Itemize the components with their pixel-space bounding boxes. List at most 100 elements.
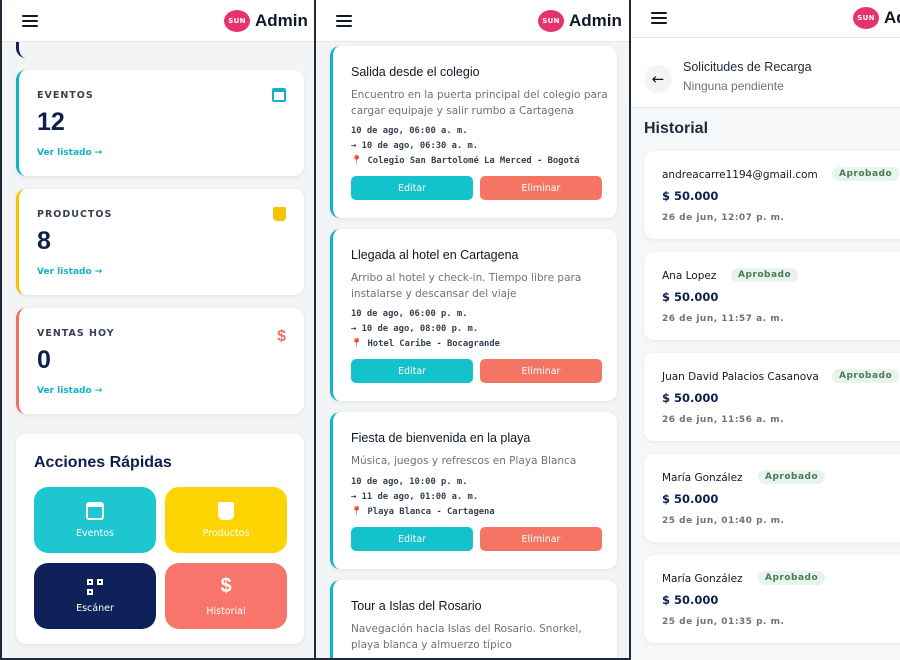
event-end: → 10 de ago, 06:30 a. m. [351,141,479,151]
qr-scanner-icon [87,578,103,595]
history-date: 26 de jun, 12:07 p. m. [662,213,785,223]
history-user: María González [662,573,743,585]
events-panel: SUN Admin Salida desde el colegio Encuen… [316,0,631,660]
view-list-link[interactable]: Ver listado → [37,267,103,277]
quick-button-label: Escáner [76,602,114,614]
quick-actions-title: Acciones Rápidas [34,454,172,471]
brand-logo: SUN [538,10,564,32]
history-user: María González [662,472,743,484]
quick-eventos-button[interactable]: Eventos [34,487,156,553]
event-end: → 10 de ago, 08:00 p. m. [351,324,479,334]
status-badge: Aprobado [758,470,826,484]
stat-label: VENTAS HOY [37,328,115,339]
top-bar: SUN Admin [316,0,629,42]
history-amount: $ 50.000 [662,492,719,506]
stat-value: 8 [37,227,51,255]
location-pin-icon: 📍 [351,339,363,349]
quick-productos-button[interactable]: Productos [165,487,287,553]
history-item: Ana Lopez Aprobado $ 50.000 26 de jun, 1… [644,252,900,340]
event-title: Salida desde el colegio [351,65,480,79]
stat-value: 0 [37,346,51,374]
edit-button[interactable]: Editar [351,359,473,383]
menu-icon[interactable] [336,15,352,27]
event-start: 10 de ago, 06:00 p. m. [351,309,468,319]
event-location: 📍 Hotel Caribe - Bocagrande [351,339,500,349]
event-title: Tour a Islas del Rosario [351,599,482,613]
stat-card-ventas-hoy: VENTAS HOY $ 0 Ver listado → [16,308,304,414]
delete-button[interactable]: Eliminar [480,176,602,200]
stat-card-eventos: EVENTOS 12 Ver listado → [16,70,304,176]
event-card: Tour a Islas del Rosario Navegación haci… [330,580,617,658]
quick-escaner-button[interactable]: Escáner [34,563,156,629]
edit-button[interactable]: Editar [351,176,473,200]
menu-icon[interactable] [651,12,667,24]
recharge-requests-header: ← Solicitudes de Recarga Ninguna pendien… [631,38,900,108]
event-title: Llegada al hotel en Cartagena [351,248,519,262]
calendar-icon [272,88,286,102]
location-pin-icon: 📍 [351,507,363,517]
history-item: andreacarre1194@gmail.com Aprobado $ 50.… [644,151,900,239]
status-badge: Aprobado [731,268,799,282]
brand: SUN Admin [224,10,308,32]
edit-button[interactable]: Editar [351,527,473,551]
event-start: 10 de ago, 10:00 p. m. [351,477,468,487]
event-title: Fiesta de bienvenida en la playa [351,431,531,445]
event-start: 10 de ago, 06:00 a. m. [351,126,468,136]
quick-button-label: Historial [206,606,246,617]
history-amount: $ 50.000 [662,593,719,607]
page-title: Admin [255,11,308,30]
quick-button-label: Productos [202,527,250,539]
status-badge: Aprobado [758,571,826,585]
event-location: 📍 Playa Blanca - Cartagena [351,507,495,517]
history-item: María González Aprobado $ 50.000 25 de j… [644,555,900,643]
status-badge: Aprobado [832,369,900,383]
stat-value: 12 [37,108,65,136]
history-amount: $ 50.000 [662,189,719,203]
event-description: Encuentro en la puerta principal del col… [351,89,608,117]
event-location: 📍 Colegio San Bartolomé La Merced - Bogo… [351,156,580,166]
page-title: Admin [569,11,622,30]
history-date: 25 de jun, 01:40 p. m. [662,516,785,526]
box-icon [273,207,286,221]
dollar-icon: $ [220,575,232,597]
view-list-link[interactable]: Ver listado → [37,148,103,158]
recharge-requests-title: Solicitudes de Recarga [683,60,812,74]
history-user: andreacarre1194@gmail.com [662,169,818,181]
menu-icon[interactable] [22,15,38,27]
history-item: María González Aprobado $ 50.000 25 de j… [644,454,900,542]
delete-button[interactable]: Eliminar [480,527,602,551]
brand: SUN Admin [853,7,900,29]
stat-label: EVENTOS [37,90,94,101]
location-pin-icon: 📍 [351,156,363,166]
back-arrow-icon[interactable]: ← [644,65,672,93]
history-amount: $ 50.000 [662,391,719,405]
history-title: Historial [644,120,709,137]
quick-historial-button[interactable]: $ Historial [165,563,287,629]
recharge-requests-subtitle: Ninguna pendiente [683,79,784,93]
box-icon [218,501,234,520]
view-list-link[interactable]: Ver listado → [37,386,103,396]
history-date: 26 de jun, 11:56 a. m. [662,415,784,425]
delete-button[interactable]: Eliminar [480,359,602,383]
history-user: Juan David Palacios Casanova [662,371,819,383]
top-bar: SUN Admin [631,0,900,38]
history-date: 26 de jun, 11:57 a. m. [662,314,784,324]
recharges-panel: SUN Admin ← Solicitudes de Recarga Ningu… [631,0,900,660]
event-card: Fiesta de bienvenida en la playa Música,… [330,412,617,569]
event-card: Salida desde el colegio Encuentro en la … [330,46,617,218]
event-card: Llegada al hotel en Cartagena Arribo al … [330,229,617,401]
status-badge: Aprobado [832,167,900,181]
brand-logo: SUN [853,7,879,29]
calendar-icon [86,501,104,520]
event-end: → 11 de ago, 01:00 a. m. [351,492,479,502]
brand-logo: SUN [224,10,250,32]
history-user: Ana Lopez [662,270,717,282]
quick-button-label: Eventos [76,527,114,539]
history-item: Juan David Palacios Casanova Aprobado $ … [644,353,900,441]
history-date: 25 de jun, 01:35 p. m. [662,617,785,627]
scroll-card-edge [16,42,304,58]
stat-label: PRODUCTOS [37,209,113,220]
quick-actions-card: Acciones Rápidas Eventos Productos Escán… [16,434,304,644]
event-description: Música, juegos y refrescos en Playa Blan… [351,455,577,467]
dollar-icon: $ [277,328,286,345]
